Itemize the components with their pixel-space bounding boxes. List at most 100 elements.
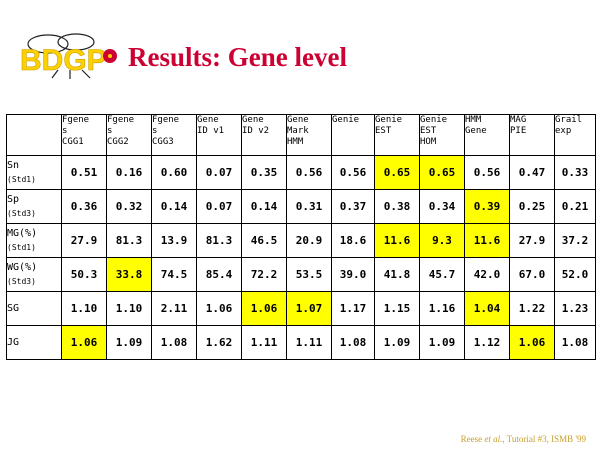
value-cell: 0.35 [241, 155, 287, 190]
value-cell: 1.08 [554, 325, 596, 360]
highlighted-value-cell: 1.06 [61, 325, 107, 360]
value-cell: 1.06 [196, 291, 242, 326]
value-cell: 0.07 [196, 189, 242, 224]
value-cell: 45.7 [419, 257, 465, 292]
value-cell: 1.09 [419, 325, 465, 360]
column-header: Fgene s CGG3 [151, 114, 197, 156]
value-cell: 1.22 [509, 291, 555, 326]
value-cell: 53.5 [286, 257, 332, 292]
row-label: MG(%) (Std1) [6, 223, 62, 258]
value-cell: 0.07 [196, 155, 242, 190]
page-title: Results: Gene level [128, 42, 347, 72]
value-cell: 1.09 [106, 325, 152, 360]
row-label-text: WG(%) [7, 261, 38, 273]
row-label-sub: (Std3) [7, 208, 36, 218]
column-header: Grail exp [554, 114, 596, 156]
value-cell: 0.38 [374, 189, 420, 224]
highlighted-value-cell: 1.04 [464, 291, 510, 326]
value-cell: 74.5 [151, 257, 197, 292]
row-label-text: Sn [7, 159, 20, 171]
row-label: SG [6, 291, 62, 326]
value-cell: 1.17 [331, 291, 375, 326]
highlighted-value-cell: 11.6 [464, 223, 510, 258]
column-header: Gene ID v1 [196, 114, 242, 156]
value-cell: 46.5 [241, 223, 287, 258]
header-row: Fgene s CGG1 Fgene s CGG2 Fgene s CGG3 Gene… [6, 114, 596, 156]
row-label: JG [6, 325, 62, 360]
highlighted-value-cell: 9.3 [419, 223, 465, 258]
value-cell: 0.31 [286, 189, 332, 224]
value-cell: 1.12 [464, 325, 510, 360]
value-cell: 0.36 [61, 189, 107, 224]
row-label-text: SG [7, 302, 20, 314]
value-cell: 67.0 [509, 257, 555, 292]
value-cell: 1.62 [196, 325, 242, 360]
column-header: HMM Gene [464, 114, 510, 156]
value-cell: 0.56 [331, 155, 375, 190]
highlighted-value-cell: 33.8 [106, 257, 152, 292]
value-cell: 20.9 [286, 223, 332, 258]
value-cell: 0.16 [106, 155, 152, 190]
value-cell: 1.11 [286, 325, 332, 360]
table-row: Sp (Std3) 0.36 0.32 0.14 0.07 0.14 0.31 0.37 0.38… [6, 189, 596, 224]
value-cell: 1.09 [374, 325, 420, 360]
value-cell: 50.3 [61, 257, 107, 292]
value-cell: 2.11 [151, 291, 197, 326]
value-cell: 81.3 [106, 223, 152, 258]
row-label-text: MG(%) [7, 227, 38, 239]
svg-text:BDGP: BDGP [20, 44, 107, 77]
column-header: Genie [331, 114, 375, 156]
bdgp-logo: BDGP [18, 30, 118, 80]
row-label-sub: (Std1) [7, 174, 36, 184]
value-cell: 1.08 [151, 325, 197, 360]
value-cell: 41.8 [374, 257, 420, 292]
table-row: WG(%) (Std3) 50.3 33.8 74.5 85.4 72.2 53.5 39.0 4… [6, 257, 596, 292]
value-cell: 27.9 [61, 223, 107, 258]
footer-rest: , Tutorial #3, ISMB '99 [502, 434, 586, 444]
value-cell: 1.10 [61, 291, 107, 326]
value-cell: 85.4 [196, 257, 242, 292]
row-label: WG(%) (Std3) [6, 257, 62, 292]
table-row: JG 1.06 1.09 1.08 1.62 1.11 1.11 1.08 1.09 1.09 1.… [6, 325, 596, 360]
results-table: Fgene s CGG1 Fgene s CGG2 Fgene s CGG3 Gene… [6, 114, 596, 360]
value-cell: 0.34 [419, 189, 465, 224]
value-cell: 0.47 [509, 155, 555, 190]
row-label-sub: (Std3) [7, 276, 36, 286]
highlighted-value-cell: 1.07 [286, 291, 332, 326]
value-cell: 1.10 [106, 291, 152, 326]
column-header: MAG PIE [509, 114, 555, 156]
value-cell: 0.14 [241, 189, 287, 224]
value-cell: 0.32 [106, 189, 152, 224]
value-cell: 39.0 [331, 257, 375, 292]
value-cell: 0.56 [464, 155, 510, 190]
value-cell: 81.3 [196, 223, 242, 258]
fly-logo-icon: BDGP [20, 33, 117, 79]
value-cell: 42.0 [464, 257, 510, 292]
highlighted-value-cell: 1.06 [241, 291, 287, 326]
column-header: Gene Mark HMM [286, 114, 332, 156]
value-cell: 0.33 [554, 155, 596, 190]
value-cell: 0.60 [151, 155, 197, 190]
value-cell: 1.11 [241, 325, 287, 360]
value-cell: 1.16 [419, 291, 465, 326]
value-cell: 1.23 [554, 291, 596, 326]
row-label: Sn (Std1) [6, 155, 62, 190]
highlighted-value-cell: 11.6 [374, 223, 420, 258]
column-header: Genie EST [374, 114, 420, 156]
column-header: Fgene s CGG1 [61, 114, 107, 156]
column-header: Genie EST HOM [419, 114, 465, 156]
row-label-sub: (Std1) [7, 242, 36, 252]
table-body: Sn (Std1) 0.51 0.16 0.60 0.07 0.35 0.56 0.56 0.65… [6, 155, 596, 360]
value-cell: 37.2 [554, 223, 596, 258]
column-header: Fgene s CGG2 [106, 114, 152, 156]
value-cell: 18.6 [331, 223, 375, 258]
highlighted-value-cell: 0.39 [464, 189, 510, 224]
row-label-text: Sp [7, 193, 20, 205]
value-cell: 0.14 [151, 189, 197, 224]
corner-cell [6, 114, 62, 156]
citation-footer: Reese et al., Tutorial #3, ISMB '99 [461, 434, 586, 444]
table-row: MG(%) (Std1) 27.9 81.3 13.9 81.3 46.5 20.9 18.6 1… [6, 223, 596, 258]
highlighted-value-cell: 1.06 [509, 325, 555, 360]
footer-author: Reese [460, 434, 485, 444]
column-header: Gene ID v2 [241, 114, 287, 156]
